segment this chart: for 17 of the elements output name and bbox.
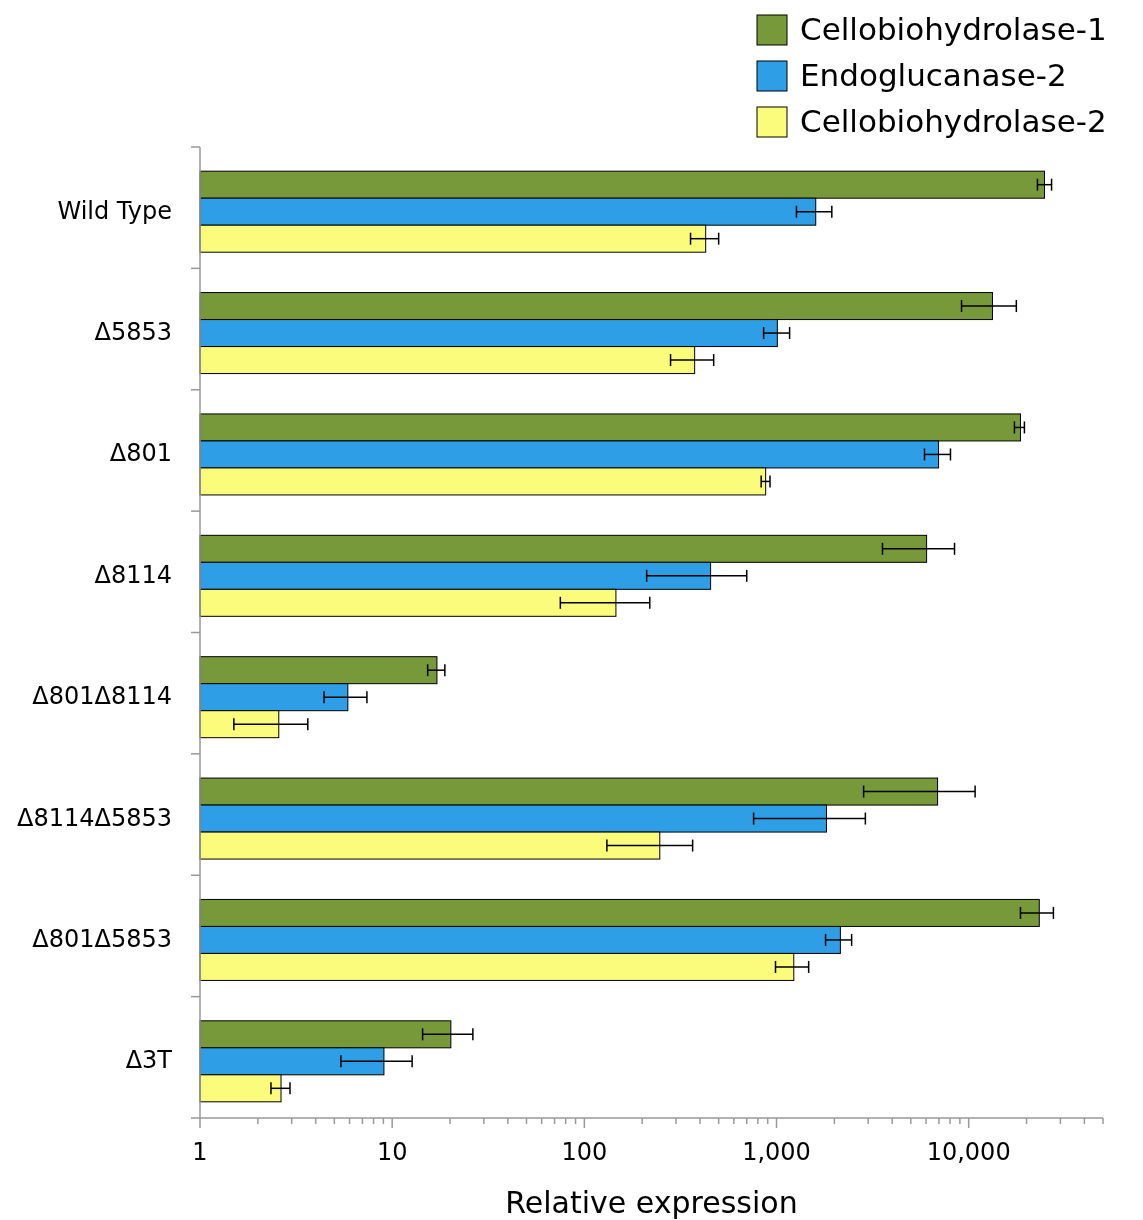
x-tick-label: 100 xyxy=(561,1138,608,1166)
x-axis-title: Relative expression xyxy=(505,1185,798,1220)
y-tick-label: Δ801Δ5853 xyxy=(32,924,172,953)
y-tick-label: Δ5853 xyxy=(94,318,172,347)
y-tick-label: Δ801 xyxy=(109,439,172,468)
x-tick-label: 10,000 xyxy=(926,1138,1011,1166)
y-tick-label: Δ801Δ8114 xyxy=(32,682,172,711)
y-tick-label: Δ8114 xyxy=(94,560,172,589)
legend-label: Cellobiohydrolase-1 xyxy=(800,10,1107,47)
legend-label: Endoglucanase-2 xyxy=(800,56,1067,93)
legend-label: Cellobiohydrolase-2 xyxy=(800,102,1107,139)
x-tick-label: 1 xyxy=(192,1138,208,1166)
x-tick-label: 1,000 xyxy=(742,1138,811,1166)
y-tick-label: Δ3T xyxy=(125,1046,173,1075)
x-tick-label: 10 xyxy=(376,1138,408,1166)
y-tick-label: Wild Type xyxy=(57,196,172,225)
y-tick-label: Δ8114Δ5853 xyxy=(17,803,172,832)
